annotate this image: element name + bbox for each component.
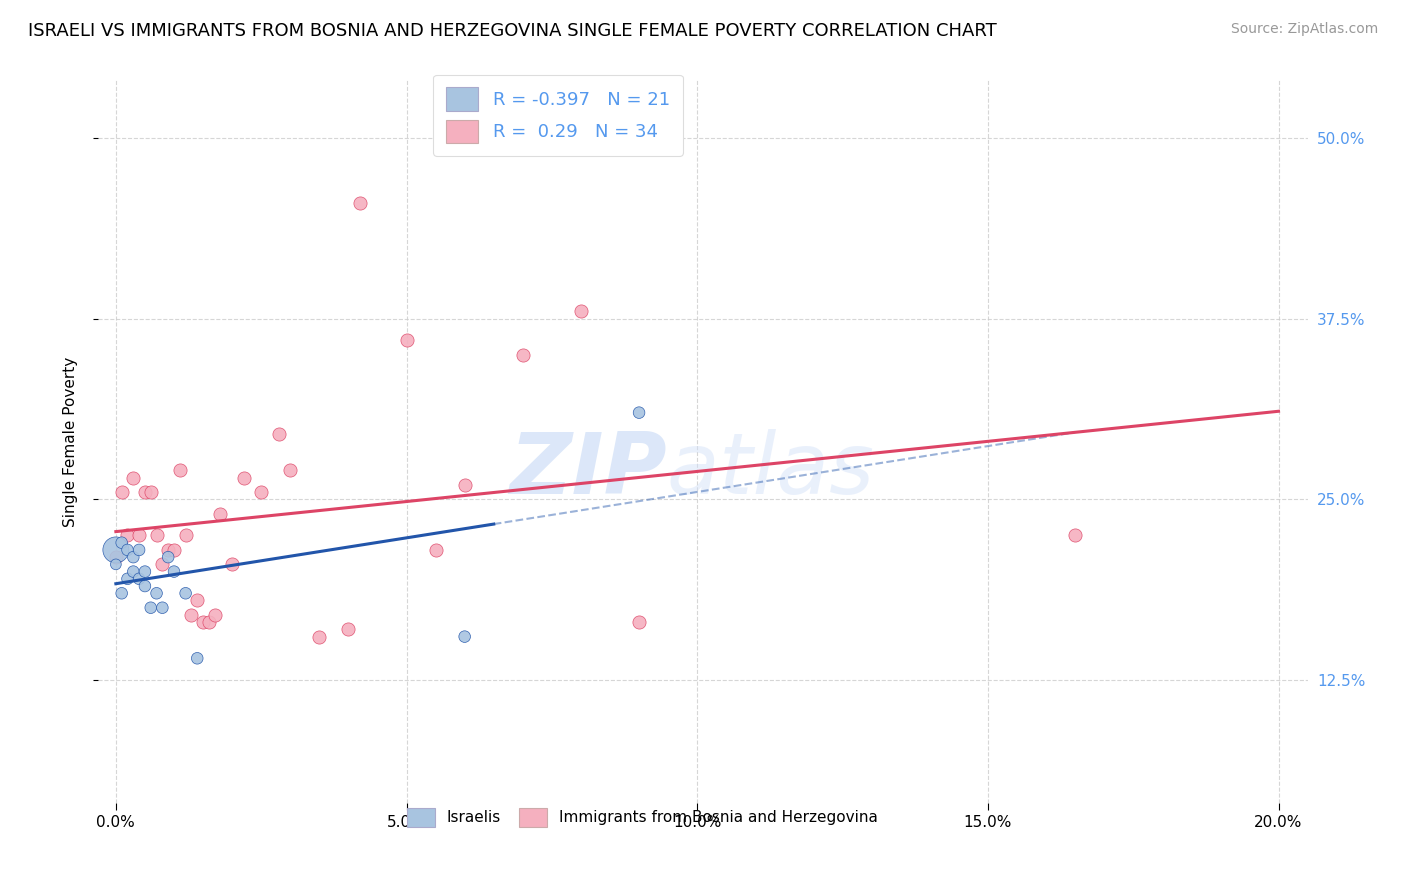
Point bbox=[221, 558, 243, 572]
Point bbox=[186, 651, 208, 665]
Point bbox=[204, 607, 226, 622]
Point bbox=[278, 463, 301, 477]
Point bbox=[150, 600, 173, 615]
Point bbox=[111, 586, 134, 600]
Point bbox=[349, 196, 371, 211]
Point bbox=[512, 348, 534, 362]
Point bbox=[425, 542, 447, 557]
Point bbox=[174, 586, 197, 600]
Point bbox=[209, 507, 232, 521]
Point bbox=[150, 558, 173, 572]
Point bbox=[117, 528, 139, 542]
Point bbox=[569, 304, 592, 318]
Point bbox=[139, 485, 162, 500]
Point bbox=[453, 630, 475, 644]
Point bbox=[337, 623, 360, 637]
Point bbox=[128, 528, 150, 542]
Point bbox=[453, 478, 475, 492]
Point bbox=[395, 334, 418, 348]
Point bbox=[186, 593, 208, 607]
Point bbox=[117, 572, 139, 586]
Point bbox=[1064, 528, 1087, 542]
Point bbox=[267, 427, 290, 442]
Point bbox=[111, 485, 134, 500]
Text: Source: ZipAtlas.com: Source: ZipAtlas.com bbox=[1230, 22, 1378, 37]
Y-axis label: Single Female Poverty: Single Female Poverty bbox=[63, 357, 77, 526]
Point bbox=[198, 615, 221, 630]
Point bbox=[122, 550, 145, 565]
Point bbox=[191, 615, 214, 630]
Point bbox=[174, 528, 197, 542]
Point bbox=[163, 565, 186, 579]
Point bbox=[122, 470, 145, 484]
Point bbox=[139, 600, 162, 615]
Point bbox=[128, 542, 150, 557]
Point bbox=[122, 565, 145, 579]
Point bbox=[134, 579, 156, 593]
Point bbox=[157, 550, 180, 565]
Point bbox=[104, 542, 127, 557]
Point bbox=[157, 542, 180, 557]
Point bbox=[111, 535, 134, 549]
Point bbox=[163, 542, 186, 557]
Point bbox=[134, 485, 156, 500]
Point bbox=[308, 630, 330, 644]
Point bbox=[169, 463, 191, 477]
Point bbox=[628, 406, 651, 420]
Point bbox=[145, 528, 167, 542]
Point bbox=[628, 615, 651, 630]
Point bbox=[134, 565, 156, 579]
Point bbox=[128, 572, 150, 586]
Point bbox=[104, 550, 127, 565]
Text: atlas: atlas bbox=[666, 429, 875, 512]
Point bbox=[180, 607, 202, 622]
Point bbox=[117, 542, 139, 557]
Point bbox=[250, 485, 273, 500]
Text: ZIP: ZIP bbox=[509, 429, 666, 512]
Point bbox=[104, 558, 127, 572]
Point bbox=[145, 586, 167, 600]
Legend: Israelis, Immigrants from Bosnia and Herzegovina: Israelis, Immigrants from Bosnia and Her… bbox=[399, 800, 886, 835]
Point bbox=[232, 470, 254, 484]
Text: ISRAELI VS IMMIGRANTS FROM BOSNIA AND HERZEGOVINA SINGLE FEMALE POVERTY CORRELAT: ISRAELI VS IMMIGRANTS FROM BOSNIA AND HE… bbox=[28, 22, 997, 40]
